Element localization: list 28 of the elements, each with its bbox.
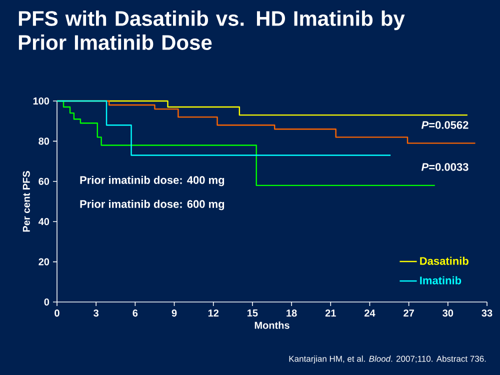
x-tick-label: 27: [404, 310, 414, 317]
legend-label: Dasatinib: [420, 256, 468, 265]
x-tick-label: 21: [325, 310, 336, 317]
y-tick-label: 0: [44, 298, 50, 306]
text: Kantarjian HM, et al. Blood. 2007;110. Abstract 736.: [289, 356, 486, 364]
y-tick-label: 20: [38, 258, 50, 266]
x-tick-label: 24: [364, 310, 376, 317]
y-tick-label: 100: [33, 97, 50, 105]
x-tick-label: 12: [208, 310, 219, 317]
y-tick-label: 40: [38, 218, 50, 226]
annotation: P=0.0033: [421, 163, 468, 171]
legend-label: Imatinib: [420, 276, 462, 284]
x-tick-label: 3: [94, 310, 99, 317]
x-tick-label: 0: [54, 310, 60, 317]
y-tick-label: 80: [38, 138, 50, 145]
y-axis-title: Per cent PFS: [22, 171, 30, 232]
chart-title: PFS with Dasatinib vs. HD Imatinib by Prior Imatinib Dose: [18, 10, 405, 50]
x-tick-label: 30: [442, 310, 454, 317]
annotation: P=0.0562: [421, 121, 468, 129]
annotation: Prior imatinib dose: 400 mg: [80, 176, 224, 186]
y-tick-label: 60: [38, 178, 50, 185]
x-tick-label: 18: [286, 310, 297, 317]
x-tick-label: 9: [172, 310, 177, 317]
annotation: Prior imatinib dose: 600 mg: [80, 200, 224, 210]
x-tick-label: 6: [132, 310, 138, 317]
x-tick-label: 33: [482, 310, 492, 317]
x-tick-label: 15: [248, 310, 258, 317]
x-axis-title: Months: [254, 321, 290, 329]
